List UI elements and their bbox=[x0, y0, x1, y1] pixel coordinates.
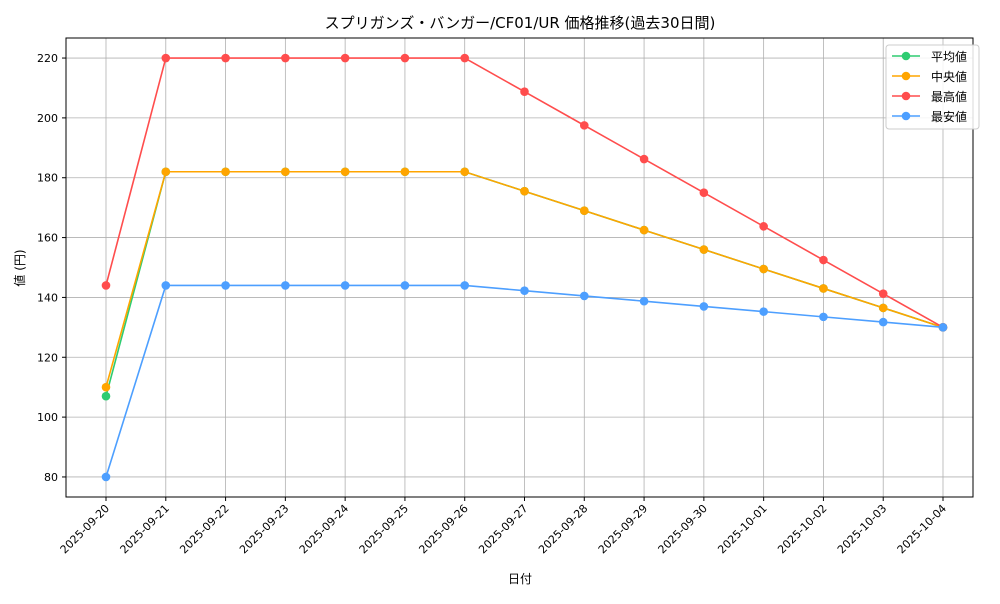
legend-marker bbox=[901, 91, 911, 101]
data-point bbox=[460, 281, 470, 290]
data-point bbox=[460, 53, 470, 63]
legend-marker bbox=[901, 71, 911, 81]
x-tick-label: 2025-09-27 bbox=[476, 502, 530, 556]
data-point bbox=[759, 307, 768, 316]
data-point bbox=[221, 53, 230, 63]
data-point bbox=[938, 323, 948, 332]
x-axis-label: 日付 bbox=[508, 572, 532, 586]
series-group bbox=[101, 53, 948, 482]
data-point bbox=[340, 167, 350, 177]
plot-frame bbox=[65, 37, 974, 498]
x-tick-label: 2025-10-03 bbox=[835, 502, 889, 556]
y-tick-label: 160 bbox=[37, 232, 58, 245]
data-point bbox=[699, 245, 709, 254]
data-point bbox=[878, 289, 888, 298]
x-tick-label: 2025-09-23 bbox=[237, 502, 291, 556]
data-point bbox=[161, 53, 171, 63]
chart-title: スプリガンズ・バンガー/CF01/UR 価格推移(過去30日間) bbox=[325, 14, 716, 32]
x-tick-label: 2025-10-02 bbox=[775, 502, 829, 556]
data-point bbox=[281, 53, 290, 63]
legend-label: 最高値 bbox=[931, 89, 967, 104]
x-tick-label: 2025-09-29 bbox=[596, 502, 650, 556]
data-point bbox=[221, 281, 230, 290]
x-tick-label: 2025-10-01 bbox=[715, 502, 769, 556]
data-point bbox=[579, 291, 589, 301]
y-tick-label: 100 bbox=[37, 411, 58, 424]
legend-box bbox=[885, 44, 980, 130]
legend-label: 平均値 bbox=[931, 49, 967, 64]
data-point bbox=[520, 87, 529, 97]
data-point bbox=[878, 317, 888, 327]
data-point bbox=[639, 154, 649, 164]
data-point bbox=[639, 225, 649, 235]
data-point bbox=[161, 281, 171, 290]
data-point bbox=[819, 312, 828, 322]
data-point bbox=[759, 222, 768, 231]
x-tick-label: 2025-09-20 bbox=[58, 502, 112, 556]
y-tick-label: 120 bbox=[37, 351, 58, 364]
data-point bbox=[579, 206, 589, 215]
y-tick-label: 180 bbox=[37, 172, 58, 185]
data-point bbox=[400, 167, 410, 177]
x-tick-label: 2025-09-28 bbox=[536, 502, 590, 556]
data-point bbox=[699, 302, 709, 311]
data-point bbox=[340, 281, 350, 290]
data-point bbox=[161, 167, 171, 177]
data-point bbox=[520, 186, 529, 196]
legend-label: 中央値 bbox=[931, 69, 967, 84]
data-point bbox=[281, 167, 290, 177]
data-point bbox=[340, 53, 350, 63]
data-point bbox=[101, 281, 111, 290]
data-point bbox=[819, 284, 828, 293]
legend-marker bbox=[901, 51, 911, 61]
y-axis-label: 値 (円) bbox=[12, 249, 27, 286]
data-point bbox=[400, 281, 410, 290]
grid bbox=[66, 38, 973, 497]
data-point bbox=[819, 255, 828, 265]
x-tick-label: 2025-09-30 bbox=[656, 502, 710, 556]
y-tick-label: 220 bbox=[37, 52, 58, 65]
x-tick-label: 2025-09-24 bbox=[297, 502, 351, 556]
y-tick-label: 140 bbox=[37, 291, 58, 304]
data-point bbox=[101, 382, 111, 392]
data-point bbox=[460, 167, 470, 177]
data-point bbox=[878, 303, 888, 313]
x-tick-label: 2025-09-22 bbox=[177, 502, 231, 556]
data-point bbox=[281, 281, 290, 290]
x-tick-label: 2025-09-25 bbox=[357, 502, 411, 556]
data-point bbox=[699, 188, 709, 197]
data-point bbox=[759, 264, 768, 274]
y-tick-label: 200 bbox=[37, 112, 58, 125]
data-point bbox=[221, 167, 230, 177]
legend-label: 最安値 bbox=[931, 109, 967, 124]
x-tick-label: 2025-09-26 bbox=[416, 502, 470, 556]
data-point bbox=[400, 53, 410, 63]
data-point bbox=[639, 296, 649, 306]
y-tick-label: 80 bbox=[44, 471, 58, 484]
data-point bbox=[520, 286, 529, 295]
series-3 bbox=[101, 281, 948, 482]
data-point bbox=[101, 472, 111, 482]
data-point bbox=[101, 391, 111, 401]
series-2 bbox=[101, 53, 948, 332]
legend-marker bbox=[901, 111, 911, 121]
x-tick-label: 2025-10-04 bbox=[895, 502, 949, 556]
data-point bbox=[579, 121, 589, 130]
x-tick-label: 2025-09-21 bbox=[118, 502, 172, 556]
